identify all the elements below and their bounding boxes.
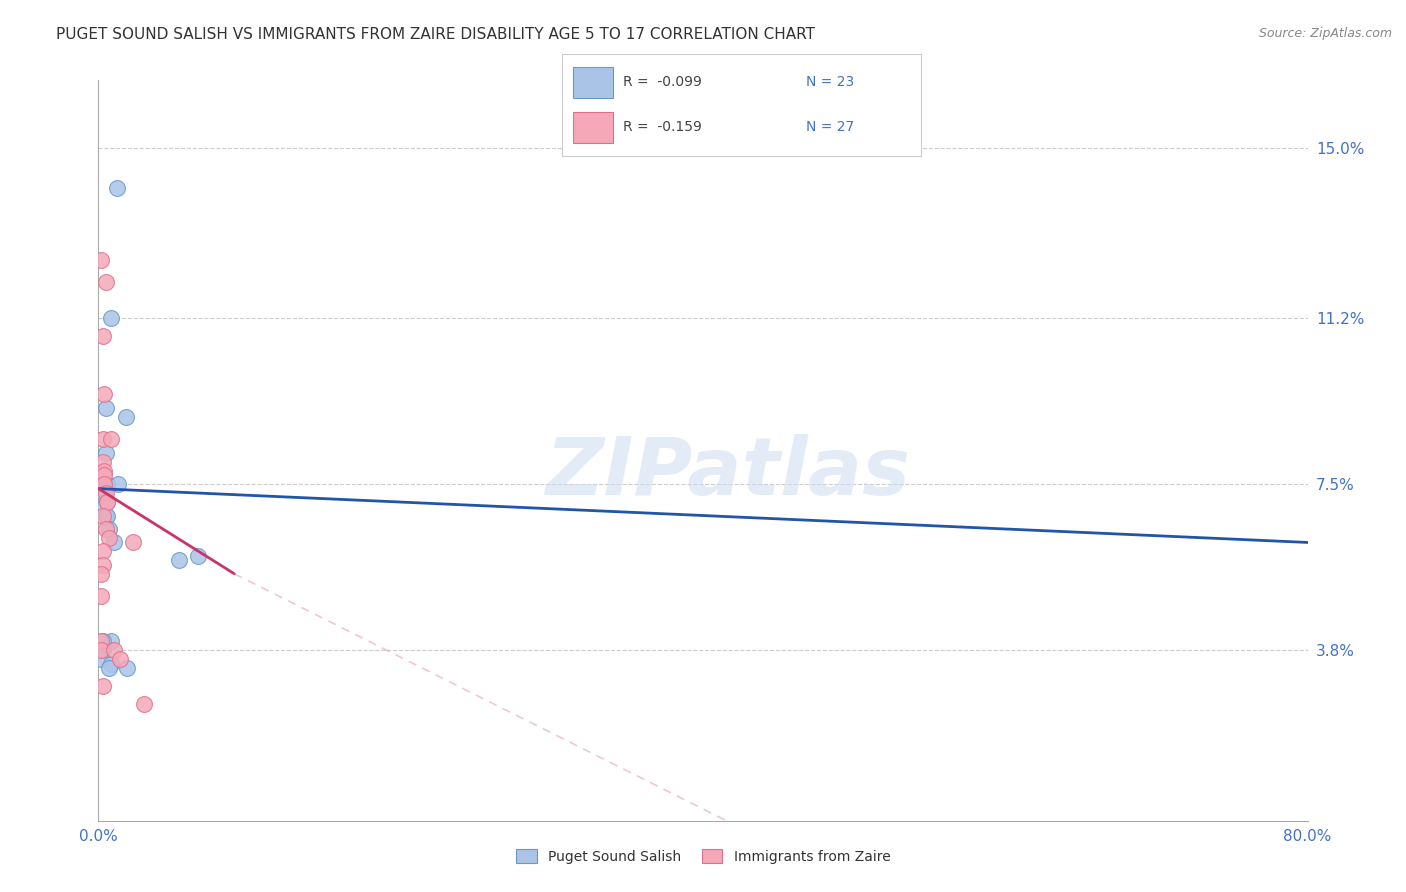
Point: [187, 549, 209, 563]
Point: [93, 468, 115, 483]
Point: [96, 477, 118, 491]
Point: [122, 535, 145, 549]
Text: PUGET SOUND SALISH VS IMMIGRANTS FROM ZAIRE DISABILITY AGE 5 TO 17 CORRELATION C: PUGET SOUND SALISH VS IMMIGRANTS FROM ZA…: [56, 27, 815, 42]
Point: [91, 634, 114, 648]
Point: [91, 455, 114, 469]
Point: [107, 477, 129, 491]
Point: [100, 634, 122, 648]
Point: [90, 566, 112, 581]
Point: [98, 522, 121, 536]
Point: [94, 401, 117, 415]
Point: [96, 508, 118, 523]
Point: [132, 697, 155, 711]
Point: [90, 252, 112, 267]
Point: [94, 275, 117, 289]
Point: [96, 495, 118, 509]
Point: [91, 477, 114, 491]
Point: [105, 181, 128, 195]
Point: [93, 500, 115, 514]
Point: [90, 589, 112, 603]
Point: [93, 477, 115, 491]
Point: [93, 387, 115, 401]
Text: R =  -0.159: R = -0.159: [623, 120, 702, 135]
Point: [98, 531, 121, 545]
Point: [96, 495, 118, 509]
Point: [167, 553, 190, 567]
Point: [100, 432, 122, 446]
Point: [93, 464, 115, 478]
Point: [90, 643, 112, 657]
Point: [108, 652, 131, 666]
Point: [90, 652, 112, 666]
Point: [91, 329, 114, 343]
Point: [91, 508, 114, 523]
Point: [98, 661, 121, 675]
Text: R =  -0.099: R = -0.099: [623, 75, 702, 89]
Point: [91, 679, 114, 693]
Point: [100, 311, 122, 326]
Point: [91, 432, 114, 446]
Point: [91, 558, 114, 572]
Point: [91, 544, 114, 558]
Bar: [574, 112, 613, 143]
Point: [94, 486, 117, 500]
Text: Source: ZipAtlas.com: Source: ZipAtlas.com: [1258, 27, 1392, 40]
Point: [115, 661, 138, 675]
Bar: [574, 67, 613, 97]
Text: ZIPatlas: ZIPatlas: [544, 434, 910, 512]
Point: [91, 643, 114, 657]
Text: N = 23: N = 23: [806, 75, 855, 89]
Text: N = 27: N = 27: [806, 120, 855, 135]
Legend: Puget Sound Salish, Immigrants from Zaire: Puget Sound Salish, Immigrants from Zair…: [510, 843, 896, 869]
Point: [94, 522, 117, 536]
Point: [114, 409, 136, 424]
Point: [103, 535, 125, 549]
Point: [90, 634, 112, 648]
Point: [103, 643, 125, 657]
Point: [94, 446, 117, 460]
Point: [100, 657, 122, 671]
Point: [94, 508, 117, 523]
Point: [93, 486, 115, 500]
